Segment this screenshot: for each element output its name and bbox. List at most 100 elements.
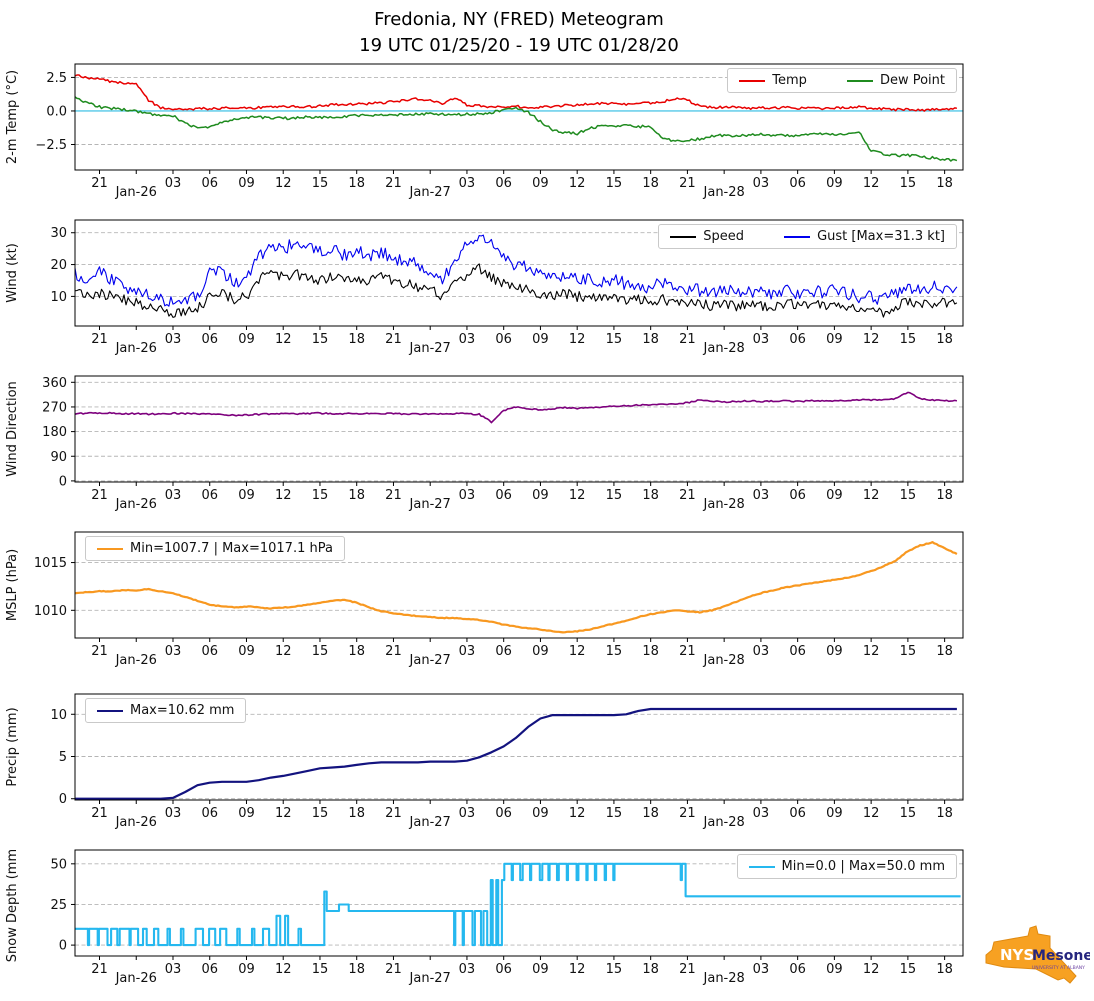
svg-text:18: 18 (642, 488, 659, 503)
legend-label-speed: Speed (703, 229, 745, 244)
svg-text:15: 15 (900, 332, 917, 347)
chart-title: Fredonia, NY (FRED) Meteogram 19 UTC 01/… (0, 7, 1038, 59)
svg-text:10: 10 (50, 708, 67, 723)
svg-text:09: 09 (532, 806, 549, 821)
legend-label-mslp: Min=1007.7 | Max=1017.1 hPa (130, 541, 333, 556)
svg-text:21: 21 (91, 488, 108, 503)
svg-text:09: 09 (826, 806, 843, 821)
svg-text:12: 12 (275, 176, 292, 191)
temp-legend: Temp Dew Point (727, 68, 957, 93)
svg-text:06: 06 (495, 176, 512, 191)
svg-text:03: 03 (165, 176, 182, 191)
panel-mslp: 1010 1015 21 Jan-26 03 06 09 12 15 18 21 Jan-27 03 06… (0, 530, 1094, 682)
svg-text:21: 21 (385, 332, 402, 347)
legend-label-precip: Max=10.62 mm (130, 703, 235, 718)
logo-nys-text: NYS (1000, 946, 1034, 964)
svg-text:15: 15 (606, 962, 623, 977)
svg-text:0: 0 (59, 792, 67, 807)
svg-text:21: 21 (385, 644, 402, 659)
precip-line-swatch (97, 709, 123, 712)
svg-text:09: 09 (238, 644, 255, 659)
svg-text:03: 03 (753, 332, 770, 347)
snow-depth-chart: 0 25 50 21 Jan-26 03 06 09 12 15 18 21 Jan-27 03 06 09 1… (5, 848, 964, 986)
svg-text:09: 09 (238, 332, 255, 347)
svg-text:Jan-28: Jan-28 (703, 971, 745, 986)
svg-text:21: 21 (679, 332, 696, 347)
svg-text:15: 15 (312, 644, 329, 659)
svg-text:18: 18 (348, 176, 365, 191)
svg-text:15: 15 (900, 644, 917, 659)
legend-label-dewpoint: Dew Point (879, 73, 945, 88)
svg-text:Jan-27: Jan-27 (409, 185, 451, 200)
ny-state-shape-icon (985, 925, 1077, 984)
svg-text:15: 15 (312, 176, 329, 191)
gust-line-swatch (784, 235, 811, 238)
svg-text:06: 06 (201, 806, 218, 821)
svg-text:21: 21 (679, 176, 696, 191)
svg-text:21: 21 (385, 176, 402, 191)
svg-text:03: 03 (165, 806, 182, 821)
legend-entry-dewpoint: Dew Point (846, 73, 945, 88)
svg-text:15: 15 (606, 806, 623, 821)
svg-text:09: 09 (532, 644, 549, 659)
dewpoint-line-swatch (846, 79, 873, 82)
svg-text:12: 12 (569, 332, 586, 347)
svg-text:21: 21 (679, 488, 696, 503)
svg-text:18: 18 (348, 332, 365, 347)
svg-text:03: 03 (753, 488, 770, 503)
svg-text:03: 03 (459, 962, 476, 977)
svg-text:18: 18 (642, 644, 659, 659)
panel-wind: 10 20 30 21 Jan-26 03 06 09 12 15 18 21 Jan-27 03 06 09… (0, 218, 1094, 370)
wind-chart: 10 20 30 21 Jan-26 03 06 09 12 15 18 21 Jan-27 03 06 09… (5, 219, 964, 356)
logo-subtitle-text: UNIVERSITY AT ALBANY (1032, 965, 1085, 971)
svg-text:03: 03 (459, 332, 476, 347)
svg-text:12: 12 (275, 806, 292, 821)
svg-text:15: 15 (312, 962, 329, 977)
svg-text:18: 18 (936, 488, 953, 503)
legend-entry-precip: Max=10.62 mm (97, 703, 234, 718)
svg-text:Jan-27: Jan-27 (409, 653, 451, 668)
wind-legend: Speed Gust [Max=31.3 kt] (658, 224, 957, 249)
svg-text:12: 12 (275, 488, 292, 503)
svg-text:18: 18 (936, 332, 953, 347)
svg-text:12: 12 (275, 332, 292, 347)
title-line1: Fredonia, NY (FRED) Meteogram (374, 9, 664, 30)
svg-text:12: 12 (569, 488, 586, 503)
svg-text:25: 25 (50, 898, 67, 913)
svg-text:18: 18 (642, 332, 659, 347)
nys-mesonet-logo: NYS Mesonet UNIVERSITY AT ALBANY (985, 925, 1090, 984)
svg-text:270: 270 (42, 400, 67, 415)
svg-text:0.0: 0.0 (46, 104, 67, 119)
svg-text:Jan-26: Jan-26 (115, 815, 157, 830)
svg-text:180: 180 (42, 425, 67, 440)
logo-mesonet-text: Mesonet (1032, 948, 1090, 964)
svg-text:06: 06 (201, 332, 218, 347)
mslp-legend: Min=1007.7 | Max=1017.1 hPa (85, 536, 345, 561)
legend-entry-snow: Min=0.0 | Max=50.0 mm (748, 859, 945, 874)
svg-text:06: 06 (789, 176, 806, 191)
svg-text:15: 15 (312, 332, 329, 347)
svg-text:0: 0 (59, 939, 67, 954)
precip-chart: 0 5 10 21 Jan-26 03 06 09 12 15 18 21 Jan-27 03 06 09 12… (5, 693, 964, 830)
svg-text:12: 12 (863, 644, 880, 659)
svg-text:06: 06 (789, 488, 806, 503)
svg-text:21: 21 (385, 806, 402, 821)
svg-text:09: 09 (826, 332, 843, 347)
svg-text:12: 12 (863, 176, 880, 191)
svg-text:21: 21 (679, 806, 696, 821)
svg-text:18: 18 (348, 806, 365, 821)
svg-text:06: 06 (495, 644, 512, 659)
svg-text:12: 12 (569, 962, 586, 977)
svg-text:18: 18 (936, 806, 953, 821)
snow-line-swatch (748, 865, 775, 868)
svg-text:15: 15 (900, 176, 917, 191)
svg-text:03: 03 (165, 644, 182, 659)
svg-text:15: 15 (606, 644, 623, 659)
svg-text:06: 06 (789, 644, 806, 659)
svg-text:09: 09 (532, 488, 549, 503)
svg-text:03: 03 (753, 806, 770, 821)
svg-text:18: 18 (936, 176, 953, 191)
svg-text:360: 360 (42, 376, 67, 391)
svg-text:−2.5: −2.5 (35, 138, 67, 153)
